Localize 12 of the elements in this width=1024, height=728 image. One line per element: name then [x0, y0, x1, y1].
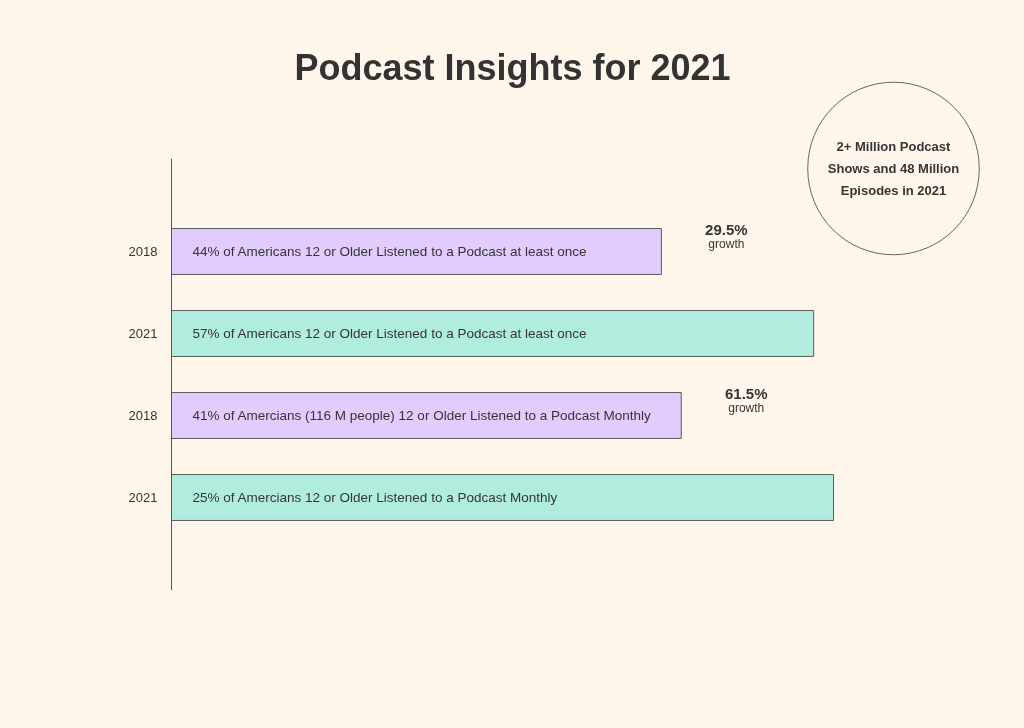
y-tick-label: 2018	[128, 408, 158, 423]
annotation: 29.5% growth	[705, 220, 748, 252]
annotation: 41% of Amercians (116 M people) 12 or Older Listened to a Podcast Monthly	[192, 408, 651, 423]
y-tick-label: 2018	[128, 244, 158, 259]
annotation: 57% of Americans 12 or Older Listened to a Podcast at least once	[192, 326, 587, 341]
annotation: 25% of Amercians 12 or Older Listened to a Podcast Monthly	[192, 490, 558, 505]
y-tick-label: 2021	[128, 490, 158, 505]
annotation: 61.5% growth	[724, 384, 768, 416]
y-tick-label: 2021	[128, 326, 158, 341]
annotation: 2+ Million Podcast Shows and 48 Million Episodes in 2021	[827, 139, 960, 198]
annotation: 44% of Americans 12 or Older Listened to a Podcast at least once	[192, 244, 587, 259]
chart-title: Podcast Insights for 2021	[294, 47, 731, 88]
